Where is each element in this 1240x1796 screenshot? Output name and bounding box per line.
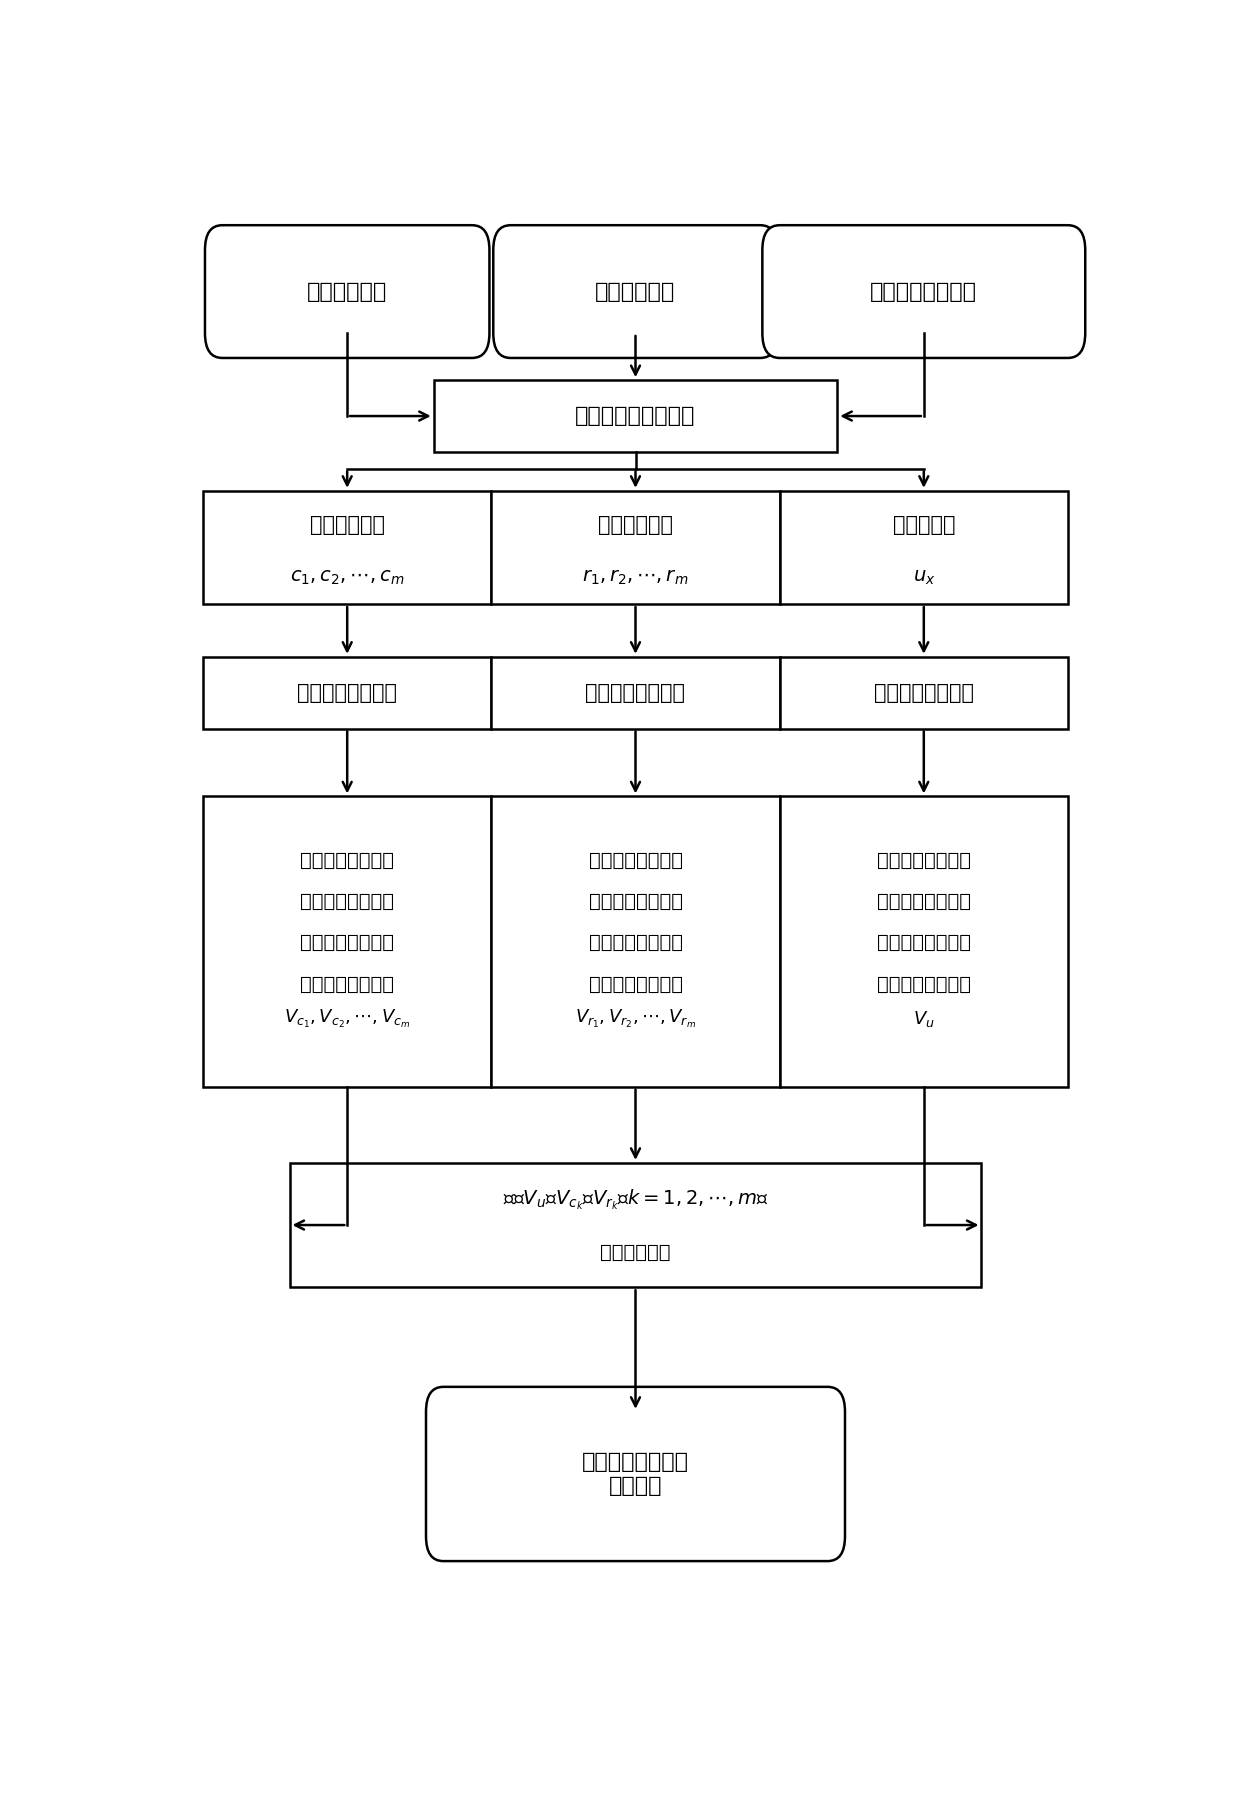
Text: 服从非对称广义高: 服从非对称广义高 xyxy=(877,893,971,911)
Text: 斯分布条件下的参: 斯分布条件下的参 xyxy=(589,934,682,952)
Bar xyxy=(290,1162,982,1288)
Text: 服从非对称广义高: 服从非对称广义高 xyxy=(300,893,394,911)
Text: 斯分布条件下的参: 斯分布条件下的参 xyxy=(877,934,971,952)
Bar xyxy=(780,796,1068,1087)
FancyBboxPatch shape xyxy=(494,224,777,357)
FancyBboxPatch shape xyxy=(205,224,490,357)
Text: 计算小波系数子带: 计算小波系数子带 xyxy=(877,851,971,869)
Text: 待识别子图所属的
煤岩类型: 待识别子图所属的 煤岩类型 xyxy=(582,1453,689,1496)
Text: 斯分布条件下的参: 斯分布条件下的参 xyxy=(300,934,394,952)
Bar xyxy=(491,796,780,1087)
Text: $V_{c_1}, V_{c_2}, \cdots, V_{c_m}$: $V_{c_1}, V_{c_2}, \cdots, V_{c_m}$ xyxy=(284,1008,410,1031)
Text: 计算小波系数子带: 计算小波系数子带 xyxy=(589,851,682,869)
FancyBboxPatch shape xyxy=(427,1387,844,1561)
Text: 之间的相似度: 之间的相似度 xyxy=(600,1243,671,1263)
Text: 小波变换图像分解: 小波变换图像分解 xyxy=(298,682,397,702)
Text: 待识别子图: 待识别子图 xyxy=(893,515,955,535)
Bar xyxy=(491,490,780,603)
Text: 岩石训练样本: 岩石训练样本 xyxy=(595,282,676,302)
Text: 煤炭样本子图: 煤炭样本子图 xyxy=(598,515,673,535)
Text: 采集图像并截取子图: 采集图像并截取子图 xyxy=(575,406,696,426)
Text: $V_u$: $V_u$ xyxy=(913,1009,935,1029)
Text: 数，构造特征向量: 数，构造特征向量 xyxy=(877,975,971,993)
FancyBboxPatch shape xyxy=(763,224,1085,357)
Text: $r_1, r_2, \cdots, r_m$: $r_1, r_2, \cdots, r_m$ xyxy=(583,568,688,587)
Bar xyxy=(780,657,1068,729)
Text: 煤炭样本子图: 煤炭样本子图 xyxy=(310,515,384,535)
Bar xyxy=(203,657,491,729)
Text: 煤炭训练样本: 煤炭训练样本 xyxy=(308,282,387,302)
Text: 小波变换图像分解: 小波变换图像分解 xyxy=(585,682,686,702)
Text: 计算小波系数子带: 计算小波系数子带 xyxy=(300,851,394,869)
Bar xyxy=(434,381,837,453)
Bar xyxy=(491,657,780,729)
Text: $V_{r_1}, V_{r_2}, \cdots, V_{r_m}$: $V_{r_1}, V_{r_2}, \cdots, V_{r_m}$ xyxy=(575,1008,696,1031)
Text: $u_x$: $u_x$ xyxy=(913,568,935,587)
Bar xyxy=(780,490,1068,603)
Text: $c_1, c_2, \cdots, c_m$: $c_1, c_2, \cdots, c_m$ xyxy=(290,568,404,587)
Bar xyxy=(203,490,491,603)
Text: 数，构造特征向量: 数，构造特征向量 xyxy=(300,975,394,993)
Text: 数，构造特征向量: 数，构造特征向量 xyxy=(589,975,682,993)
Bar xyxy=(203,796,491,1087)
Text: 小波变换图像分解: 小波变换图像分解 xyxy=(874,682,973,702)
Text: 服从非对称广义高: 服从非对称广义高 xyxy=(589,893,682,911)
Text: 计算$V_u$与$V_{c_k}$、$V_{r_k}$（$k = 1, 2, \cdots, m$）: 计算$V_u$与$V_{c_k}$、$V_{r_k}$（$k = 1, 2, \… xyxy=(503,1187,768,1212)
Text: 未知类别煤岩样本: 未知类别煤岩样本 xyxy=(870,282,977,302)
